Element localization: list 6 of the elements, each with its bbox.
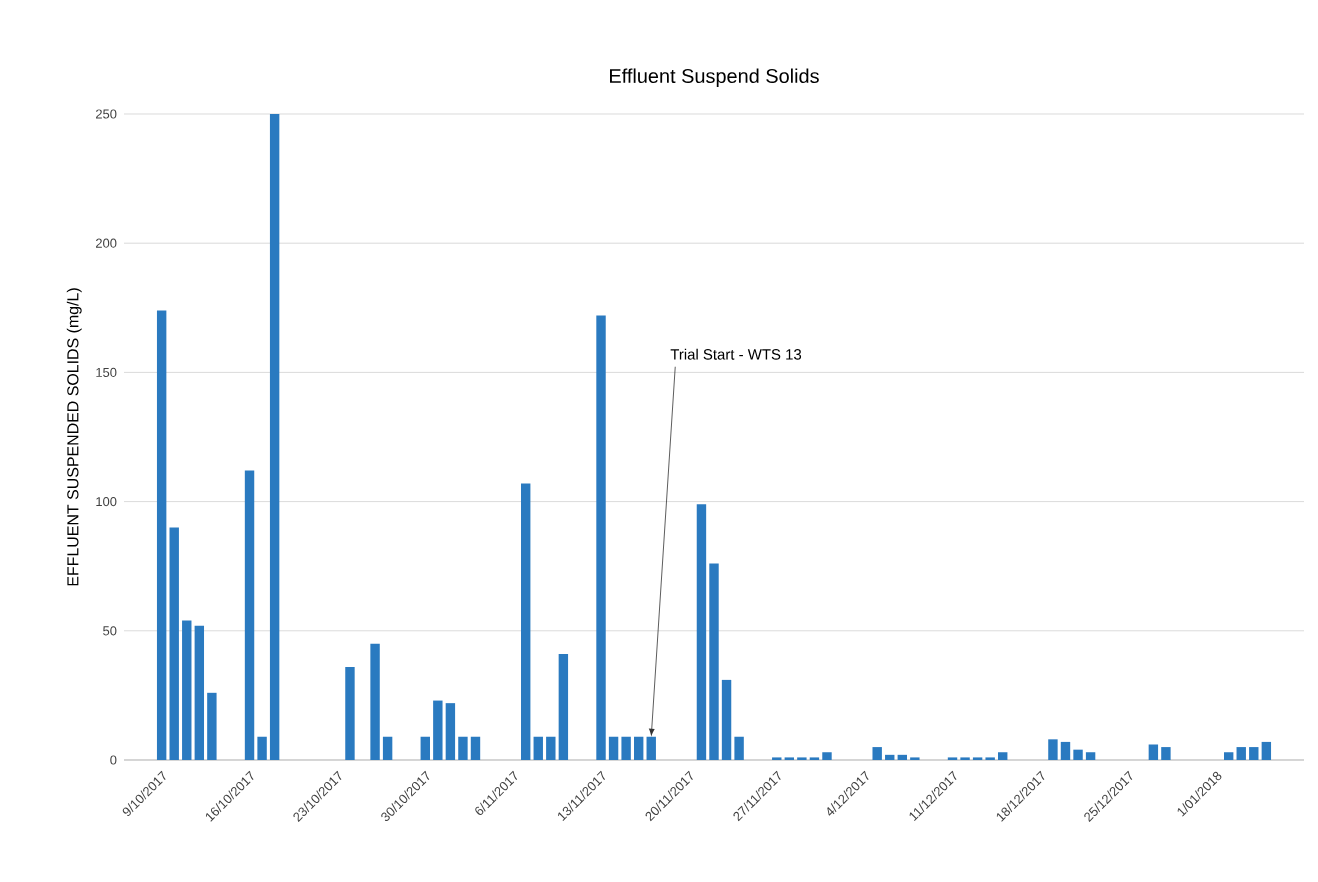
bar xyxy=(345,666,355,760)
bar xyxy=(156,310,167,760)
bar xyxy=(1261,741,1272,760)
chart-title: Effluent Suspend Solids xyxy=(610,68,819,87)
bar xyxy=(520,483,531,760)
bar xyxy=(1223,752,1234,760)
